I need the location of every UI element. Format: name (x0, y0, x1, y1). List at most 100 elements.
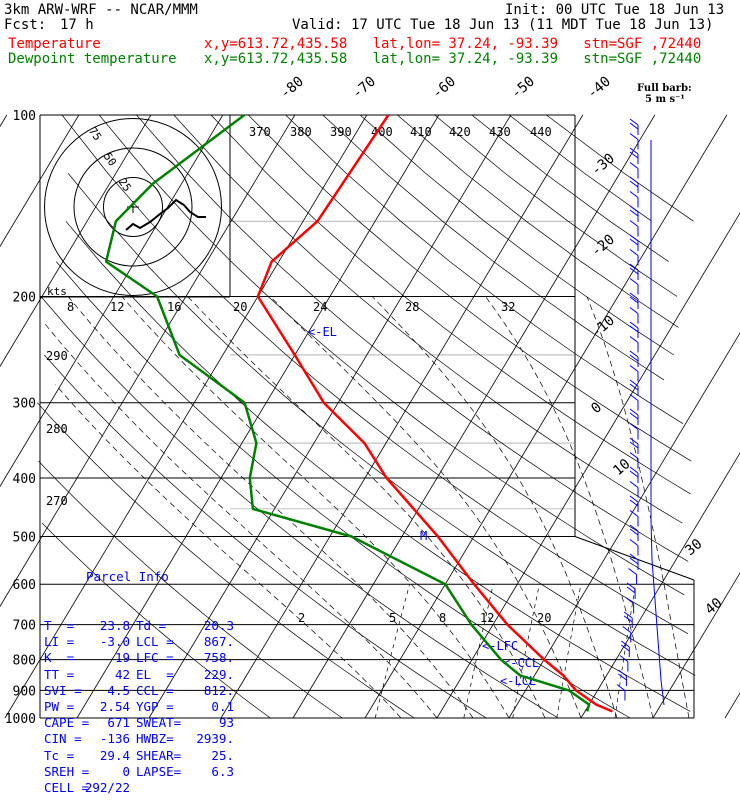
parcel-info-cell: 6.3 (211, 763, 234, 779)
wind-barb-flag (629, 191, 639, 198)
isotherm-label: 0 (588, 399, 605, 417)
isotherm-line (652, 572, 740, 719)
parcel-level-label: <-EL (308, 325, 337, 339)
isotherm-line (364, 114, 728, 719)
dry-adiabat (397, 114, 679, 328)
pressure-label: 1000 (5, 712, 36, 727)
isotherm-line (0, 114, 8, 128)
parcel-info-row: SVI = 4.5 CCL = 812. (44, 683, 234, 699)
wind-barb-flag (629, 408, 639, 416)
moist-adiabat (371, 296, 618, 719)
dewpoint-legend: Dewpoint temperature (8, 51, 177, 67)
dry-adiabat-label: 290 (46, 349, 68, 363)
theta-e-label: 410 (410, 125, 432, 139)
parcel-info-cell: YGP = (136, 699, 174, 715)
moist-adiabat (586, 296, 690, 719)
parcel-info-row: LI = -3.0 LCL = 867. (44, 634, 234, 650)
isotherm-line (0, 114, 296, 608)
isotherm-label: -10 (588, 313, 618, 342)
moist-adiabat (67, 296, 474, 719)
parcel-info-cell: 671 (107, 715, 130, 731)
parcel-info-cell: 42 (114, 666, 130, 682)
isotherm-label: -70 (349, 74, 379, 103)
parcel-level-label: <-LCL (500, 674, 536, 688)
pressure-label: 800 (13, 654, 36, 669)
wind-barb-flag (629, 528, 639, 536)
dry-adiabat (173, 114, 683, 524)
isotherm-label: 10 (610, 456, 633, 479)
isotherm-line (0, 114, 152, 368)
pressure-label: 100 (13, 109, 36, 124)
parcel-info-cell: LCL = (136, 634, 174, 650)
wind-barb-flag (629, 441, 639, 449)
parcel-info-cell: 29.4 (99, 747, 130, 763)
forecast-hours: 17 h (60, 17, 94, 33)
parcel-info-cell: 812. (203, 682, 234, 698)
wind-axis-lower (650, 519, 665, 706)
wind-barb-flag (629, 238, 639, 246)
hodograph-ring (73, 147, 193, 267)
wind-barb-flag (629, 539, 639, 546)
wind-barb-flag (629, 234, 639, 242)
dry-adiabat (210, 114, 691, 495)
hodograph-ring-label: 50 (101, 150, 119, 168)
parcel-info-cell: SHEAR= (136, 747, 182, 763)
parcel-info-cell: EL = (136, 666, 174, 682)
parcel-info-cell: PW = (44, 699, 75, 715)
parcel-info-cell: 0 (122, 763, 130, 779)
parcel-info-cell: K = (44, 650, 75, 666)
dry-adiabat (285, 114, 684, 424)
upper-temp-label: 8 (67, 300, 74, 314)
dry-adiabat (67, 173, 696, 676)
model-title: 3km ARW-WRF -- NCAR/MMM (4, 2, 198, 18)
dry-adiabat-label: 280 (46, 422, 68, 436)
parcel-info-row: CAPE = 671 SWEAT= 93 (44, 715, 234, 731)
theta-e-label: 370 (249, 125, 271, 139)
parcel-info-cell: 4.5 (107, 682, 130, 698)
wind-barb-flag (629, 205, 639, 213)
parcel-info-cell: CAPE = (44, 715, 90, 731)
isotherm-label: 40 (702, 595, 725, 618)
right-frame-diagonal (574, 536, 695, 581)
wind-barb-flag (629, 354, 639, 362)
temperature-trace (256, 114, 613, 713)
isotherm-label: -20 (588, 232, 618, 261)
wind-barb-flag (616, 684, 626, 691)
mixing-ratio-label: 5 (389, 611, 396, 625)
wind-barb-flag (620, 640, 630, 648)
parcel-info-cell: -3.0 (99, 634, 130, 650)
isotherm-label: -60 (429, 74, 459, 103)
parcel-level-label: M (420, 529, 427, 543)
wind-barb-flag (629, 481, 639, 488)
parcel-info-panel: Parcel Info T = 23.8 Td = 20.3 LI = -3.0 LCL =… (44, 537, 234, 795)
parcel-info-row: SREH = 0 LAPSE= 6.3 (44, 764, 234, 780)
parcel-info-cell: SWEAT= (136, 715, 182, 731)
hodograph-ring-label: 75 (86, 125, 104, 143)
isotherm-line (220, 114, 584, 719)
isotherm-line (580, 452, 740, 719)
isotherm-line (508, 332, 740, 719)
wind-barb-flag (623, 615, 633, 623)
mixing-ratio-label: 2 (298, 611, 305, 625)
upper-temp-label: 16 (167, 300, 181, 314)
mixing-ratio-grid (42, 296, 690, 719)
hodograph-ring-label: 25 (116, 176, 134, 194)
mixing-ratio-label: 12 (480, 611, 494, 625)
wind-barb-flag (629, 307, 639, 314)
dry-adiabat (40, 296, 559, 719)
parcel-info-cell: LFC = (136, 650, 174, 666)
wind-barb-flag (629, 249, 639, 256)
dry-adiabat (136, 114, 689, 562)
isotherm-label: 30 (682, 536, 705, 559)
dry-adiabat (471, 114, 669, 262)
theta-e-label: 400 (371, 125, 393, 139)
parcel-info-cell: T = (44, 618, 75, 634)
parcel-info-cell: LI = (44, 634, 75, 650)
parcel-level-label: <-LFC (482, 639, 518, 653)
wind-barb-flag (629, 296, 639, 304)
parcel-info-cell: TT = (44, 666, 75, 682)
dry-adiabat-grid (36, 114, 696, 719)
wind-key-line1: Full barb: (637, 83, 692, 94)
parcel-info-cell: CELL = (44, 780, 90, 796)
